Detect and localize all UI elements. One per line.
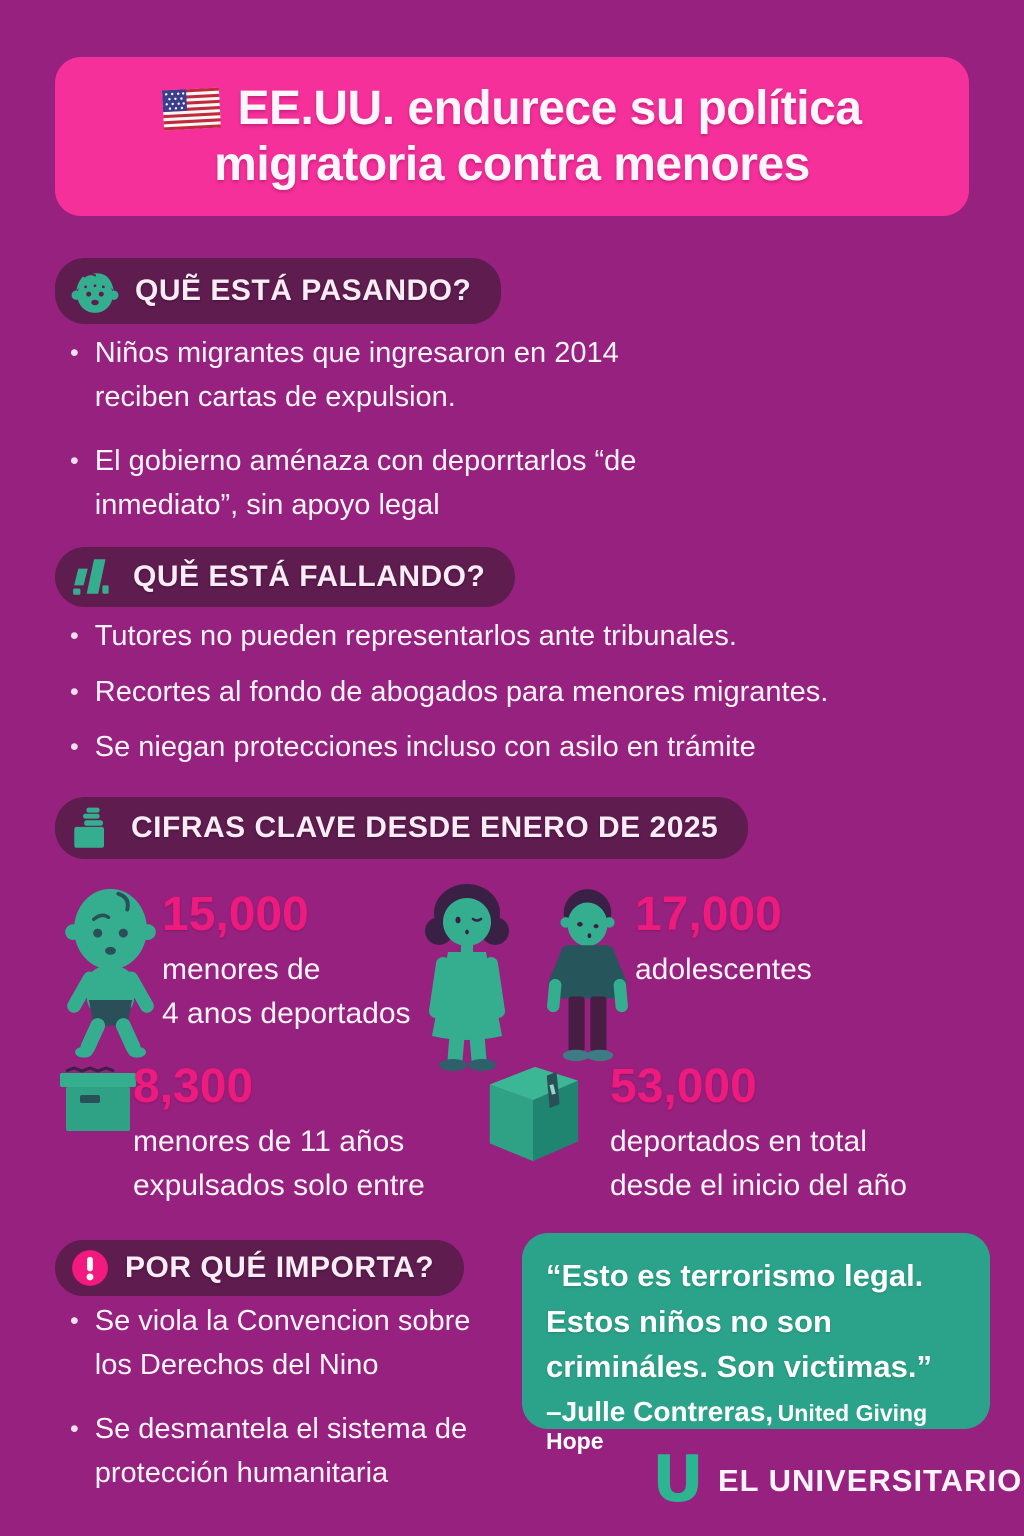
pasando-bullet-2: El gobierno aménaza con deporrtarlos “de… <box>94 445 637 521</box>
section-header-importa: POR QUÉ IMPORTA? <box>55 1240 465 1296</box>
bullet-dot: • <box>70 677 79 706</box>
title-banner: EE.UU. endurece su política migratoria c… <box>55 57 969 216</box>
stat-menores-11: 8,300 menores de 11 años expulsados solo… <box>133 1060 425 1207</box>
quote-author: –Julle Contreras, <box>546 1395 774 1427</box>
quote-line-2: Estos niños no son <box>546 1303 832 1339</box>
pasando-bullet-1: Niños migrantes que ingresaron en 2014 r… <box>94 337 619 413</box>
u-logo-icon: U <box>652 1443 704 1517</box>
bullet-dot: • <box>70 622 79 650</box>
stat-label-line: menores de 11 años <box>133 1125 405 1159</box>
alert-icon <box>71 1249 109 1287</box>
list-item: • Tutores no pueden representarlos ante … <box>70 615 980 659</box>
section-title-importa: POR QUÉ IMPORTA? <box>125 1251 435 1284</box>
girl-icon <box>412 868 522 1073</box>
section-header-cifras: CIFRAS CLAVE DESDE ENERO DE 2025 <box>55 797 749 859</box>
title-line-2: migratoria contra menores <box>214 137 810 191</box>
baby-icon <box>58 878 163 1060</box>
importa-bullet-list: • Se viola la Convencion sobre los Derec… <box>70 1300 502 1516</box>
quote-card: “Esto es terrorismo legal. Estos niños n… <box>522 1233 990 1454</box>
section-title-fallando: QUĚ ESTÁ FALLANDO? <box>133 560 486 593</box>
bullet-dot: • <box>70 339 79 367</box>
quote-line-1: “Esto es terrorismo legal. <box>546 1258 924 1293</box>
stat-label-line: deportados en total <box>610 1125 867 1159</box>
publisher-name: EL UNIVERSITARIO <box>717 1462 1023 1498</box>
bullet-dot: • <box>70 447 79 475</box>
pasando-bullet-list: • Niños migrantes que ingresaron en 2014… <box>70 332 690 548</box>
stat-label-line: 4 anos deportados <box>162 996 411 1030</box>
ballot-box-icon <box>58 1062 138 1134</box>
bullet-dot: • <box>70 1307 79 1335</box>
section-title-cifras: CIFRAS CLAVE DESDE ENERO DE 2025 <box>131 811 719 844</box>
section-title-pasando: QUẼ ESTÁ PASANDO? <box>135 274 472 307</box>
us-flag-icon <box>161 87 221 131</box>
fallando-bullet-1: Tutores no pueden representarlos ante tr… <box>94 620 737 652</box>
stat-menores-4: 15,000 menores de 4 anos deportados <box>162 888 411 1035</box>
quote-line-3: crimináles. Son victimas.” <box>546 1349 932 1385</box>
package-box-icon <box>478 1058 586 1168</box>
importa-bullet-2: Se desmantela el sistema de protección h… <box>94 1413 468 1489</box>
fallando-bullet-3: Se niegan protecciones incluso con asilo… <box>94 731 756 763</box>
title-line-1: EE.UU. endurece su política <box>237 82 863 136</box>
stat-value: 17,000 <box>635 888 782 941</box>
stat-label-line: desde el inicio del año <box>610 1168 907 1202</box>
child-face-icon <box>71 267 119 315</box>
list-item: • Se desmantela el sistema de protección… <box>70 1408 502 1495</box>
boy-icon <box>540 880 635 1075</box>
list-item: • Recortes al fondo de abogados para men… <box>70 671 980 715</box>
stat-value: 8,300 <box>133 1060 254 1113</box>
quote-organization: United Giving Hope <box>546 1399 928 1454</box>
stat-label-line: expulsados solo entre <box>133 1168 425 1202</box>
publisher-logo: U EL UNIVERSITARIO <box>652 1443 1023 1517</box>
stat-adolescentes: 17,000 adolescentes <box>635 888 812 992</box>
stat-value: 15,000 <box>162 888 309 941</box>
stacked-blocks-icon <box>71 806 115 850</box>
fallando-bullet-list: • Tutores no pueden representarlos ante … <box>70 615 980 791</box>
stat-label-line: adolescentes <box>635 953 812 987</box>
section-header-pasando: QUẼ ESTÁ PASANDO? <box>55 258 502 324</box>
list-item: • Niños migrantes que ingresaron en 2014… <box>70 332 690 419</box>
gavel-abstract-icon <box>71 556 117 598</box>
stat-deportados-total: 53,000 deportados en total desde el inic… <box>610 1060 907 1207</box>
stat-label-line: menores de <box>162 953 321 987</box>
quote-attribution: –Julle Contreras, United Giving Hope <box>546 1396 980 1455</box>
list-item: • Se viola la Convencion sobre los Derec… <box>70 1300 502 1387</box>
importa-bullet-1: Se viola la Convencion sobre los Derecho… <box>94 1305 471 1381</box>
list-item: • El gobierno aménaza con deporrtarlos “… <box>70 440 690 527</box>
stat-value: 53,000 <box>610 1060 757 1113</box>
list-item: • Se niegan protecciones incluso con asi… <box>70 726 980 770</box>
bullet-dot: • <box>70 733 79 761</box>
section-header-fallando: QUĚ ESTÁ FALLANDO? <box>55 547 516 607</box>
fallando-bullet-2: Recortes al fondo de abogados para menor… <box>94 675 829 708</box>
bullet-dot: • <box>70 1415 79 1443</box>
